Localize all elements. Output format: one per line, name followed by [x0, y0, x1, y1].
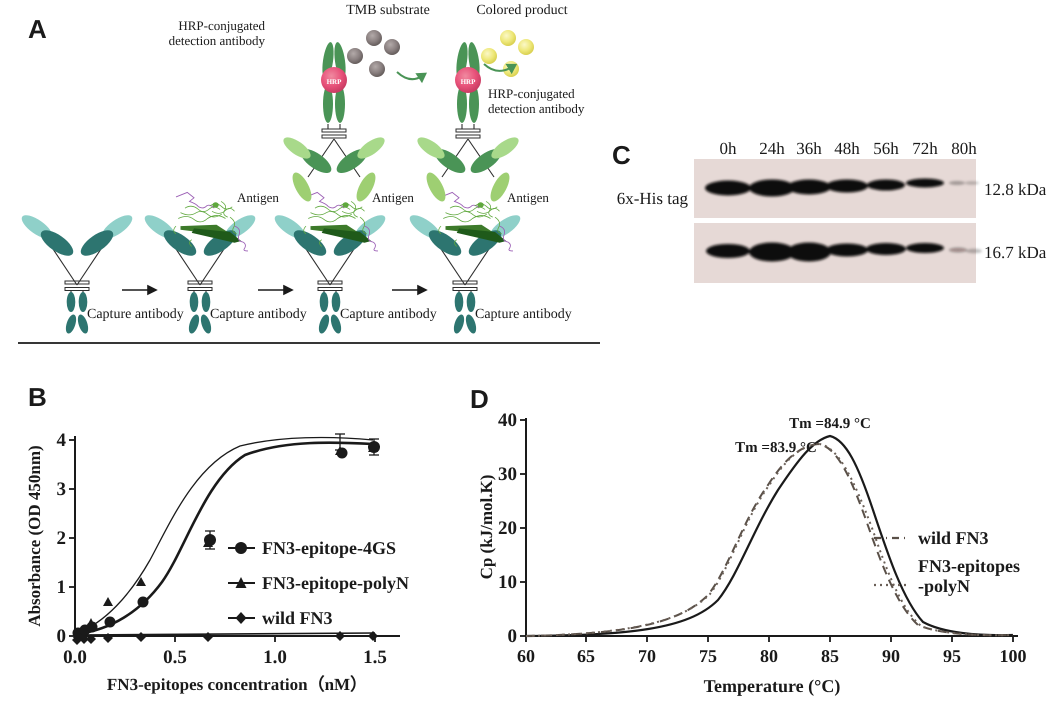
svg-text:40: 40 — [498, 410, 517, 431]
svg-text:Cp (kJ/mol.K): Cp (kJ/mol.K) — [478, 475, 496, 580]
svg-text:2: 2 — [57, 528, 67, 549]
svg-text:Tm =83.9 °C: Tm =83.9 °C — [735, 440, 817, 456]
svg-text:wild FN3: wild FN3 — [262, 608, 333, 628]
svg-text:60: 60 — [517, 646, 535, 666]
svg-text:HRP-conjugated: HRP-conjugated — [178, 18, 265, 33]
svg-text:Capture antibody: Capture antibody — [475, 307, 572, 322]
svg-text:80h: 80h — [951, 139, 977, 158]
svg-text:80: 80 — [760, 646, 778, 666]
svg-text:FN3-epitopes: FN3-epitopes — [918, 556, 1020, 576]
svg-text:Absorbance (OD 450nm): Absorbance (OD 450nm) — [25, 445, 44, 626]
svg-text:Antigen: Antigen — [237, 190, 279, 205]
svg-text:HRP: HRP — [327, 78, 343, 86]
svg-text:0h: 0h — [720, 139, 738, 158]
svg-text:24h: 24h — [759, 139, 785, 158]
svg-text:0.0: 0.0 — [63, 647, 87, 668]
svg-text:12.8 kDa: 12.8 kDa — [984, 180, 1047, 199]
svg-text:-polyN: -polyN — [918, 576, 970, 596]
svg-text:Antigen: Antigen — [372, 190, 414, 205]
svg-text:detection antibody: detection antibody — [488, 101, 585, 116]
svg-text:90: 90 — [882, 646, 900, 666]
svg-text:detection antibody: detection antibody — [169, 33, 266, 48]
svg-text:72h: 72h — [912, 139, 938, 158]
svg-text:100: 100 — [1000, 646, 1027, 666]
svg-text:FN3-epitope-4GS: FN3-epitope-4GS — [262, 538, 396, 558]
svg-text:65: 65 — [577, 646, 595, 666]
svg-text:Capture antibody: Capture antibody — [87, 307, 184, 322]
svg-text:30: 30 — [498, 464, 517, 485]
svg-text:HRP: HRP — [461, 78, 477, 86]
svg-text:FN3-epitope-polyN: FN3-epitope-polyN — [262, 573, 409, 593]
svg-text:1: 1 — [57, 577, 67, 598]
svg-text:16.7 kDa: 16.7 kDa — [984, 243, 1047, 262]
svg-text:HRP-conjugated: HRP-conjugated — [488, 86, 575, 101]
svg-text:85: 85 — [821, 646, 839, 666]
svg-text:48h: 48h — [834, 139, 860, 158]
svg-text:Tm =84.9 °C: Tm =84.9 °C — [789, 416, 871, 432]
svg-text:3: 3 — [57, 479, 67, 500]
svg-text:0: 0 — [57, 626, 67, 647]
svg-text:10: 10 — [498, 572, 517, 593]
svg-text:20: 20 — [498, 518, 517, 539]
svg-text:Capture antibody: Capture antibody — [340, 307, 437, 322]
svg-text:0: 0 — [508, 626, 518, 647]
svg-text:95: 95 — [943, 646, 961, 666]
svg-text:1.0: 1.0 — [263, 647, 287, 668]
svg-text:Temperature (°C): Temperature (°C) — [704, 676, 841, 696]
svg-text:wild FN3: wild FN3 — [918, 528, 989, 548]
svg-text:75: 75 — [699, 646, 717, 666]
svg-text:70: 70 — [638, 646, 656, 666]
svg-text:36h: 36h — [796, 139, 822, 158]
svg-text:Colored product: Colored product — [476, 3, 567, 18]
svg-text:56h: 56h — [873, 139, 899, 158]
svg-text:Capture antibody: Capture antibody — [210, 307, 307, 322]
svg-text:1.5: 1.5 — [363, 647, 387, 668]
svg-text:TMB substrate: TMB substrate — [346, 3, 430, 18]
svg-text:6x-His tag: 6x-His tag — [617, 189, 689, 208]
svg-text:FN3-epitopes concentration（nM）: FN3-epitopes concentration（nM） — [107, 675, 367, 694]
svg-text:4: 4 — [57, 430, 67, 451]
svg-text:0.5: 0.5 — [163, 647, 187, 668]
svg-text:Antigen: Antigen — [507, 190, 549, 205]
